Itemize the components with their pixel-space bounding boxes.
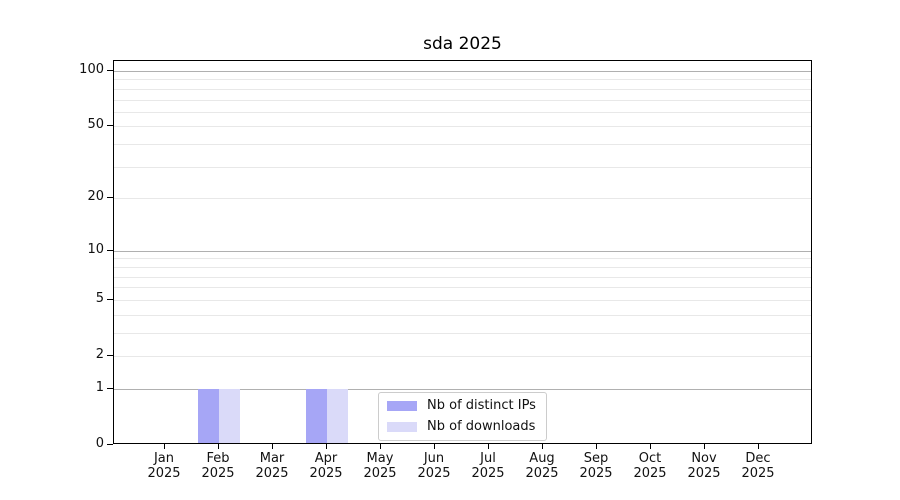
legend-entry-downloads: Nb of downloads	[387, 419, 536, 435]
minor-gridline	[114, 258, 811, 260]
minor-gridline	[114, 276, 811, 278]
bar-downloads	[327, 388, 348, 443]
y-tick-label: 2	[95, 347, 104, 362]
y-tick-label: 100	[79, 62, 104, 77]
distinct-ips-swatch-icon	[387, 401, 417, 411]
bar-distinct-ips	[306, 388, 327, 443]
x-tick-mark	[758, 444, 759, 449]
x-tick-label: May 2025	[363, 451, 397, 481]
x-tick-mark	[380, 444, 381, 449]
y-tick-mark	[107, 70, 113, 71]
bar-downloads	[219, 388, 240, 443]
x-tick-mark	[488, 444, 489, 449]
minor-gridline	[114, 144, 811, 146]
x-tick-mark	[650, 444, 651, 449]
minor-gridline	[114, 126, 811, 128]
y-tick-mark	[107, 125, 113, 127]
x-tick-label: Dec 2025	[741, 451, 775, 481]
legend-label-downloads: Nb of downloads	[427, 419, 536, 434]
minor-gridline	[114, 88, 811, 90]
minor-gridline	[114, 356, 811, 357]
y-tick-label: 10	[87, 241, 104, 257]
minor-gridline	[114, 332, 811, 334]
minor-gridline	[114, 166, 811, 168]
y-tick-mark	[107, 387, 113, 389]
x-tick-label: Nov 2025	[687, 451, 721, 481]
y-tick-label: 5	[95, 290, 104, 306]
legend-label-distinct-ips: Nb of distinct IPs	[427, 398, 536, 413]
major-gridline	[114, 71, 811, 72]
x-tick-label: Oct 2025	[633, 451, 667, 481]
y-tick-mark	[107, 298, 113, 300]
y-tick-label: 1	[95, 379, 104, 395]
y-tick-label: 0	[95, 436, 104, 451]
y-tick-mark	[107, 249, 113, 251]
minor-gridline	[114, 99, 811, 101]
minor-gridline	[114, 79, 811, 81]
minor-gridline	[114, 198, 811, 200]
y-tick-label: 20	[87, 189, 104, 205]
x-tick-mark	[272, 444, 273, 449]
x-tick-mark	[596, 444, 597, 449]
x-tick-label: Apr 2025	[309, 451, 343, 481]
major-gridline	[114, 250, 811, 252]
y-tick-mark	[107, 355, 113, 356]
legend: Nb of distinct IPs Nb of downloads	[378, 392, 547, 441]
x-tick-mark	[164, 444, 165, 449]
minor-gridline	[114, 299, 811, 301]
x-tick-mark	[542, 444, 543, 449]
downloads-swatch-icon	[387, 422, 417, 432]
major-gridline	[114, 388, 811, 390]
y-tick-label: 50	[87, 117, 104, 133]
x-tick-label: Jul 2025	[471, 451, 505, 481]
x-tick-label: Mar 2025	[255, 451, 289, 481]
minor-gridline	[114, 111, 811, 113]
x-tick-label: Jan 2025	[147, 451, 181, 481]
plot-area	[113, 60, 812, 444]
minor-gridline	[114, 314, 811, 316]
x-tick-label: Jun 2025	[417, 451, 451, 481]
chart-title: sda 2025	[423, 34, 502, 54]
y-tick-mark	[107, 197, 113, 199]
x-tick-mark	[704, 444, 705, 449]
x-tick-mark	[434, 444, 435, 449]
minor-gridline	[114, 266, 811, 268]
minor-gridline	[114, 287, 811, 289]
x-tick-mark	[326, 444, 327, 449]
bar-distinct-ips	[198, 388, 219, 443]
x-tick-label: Feb 2025	[201, 451, 235, 481]
x-tick-label: Sep 2025	[579, 451, 613, 481]
y-tick-mark	[107, 444, 113, 445]
x-tick-mark	[218, 444, 219, 449]
x-tick-label: Aug 2025	[525, 451, 559, 481]
legend-entry-distinct-ips: Nb of distinct IPs	[387, 398, 536, 414]
